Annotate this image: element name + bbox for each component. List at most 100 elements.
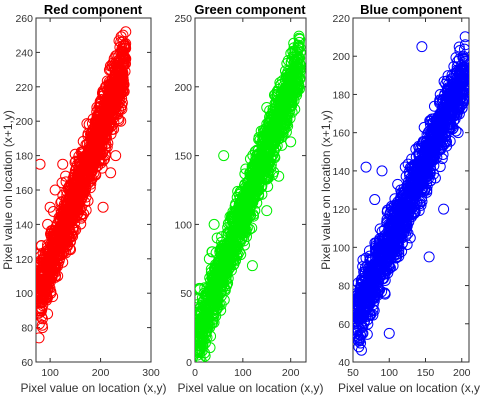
blue-cloud-point	[441, 102, 453, 114]
red-cloud-point	[59, 212, 71, 224]
blue-cloud-point	[368, 276, 380, 288]
red-cloud-point	[47, 206, 59, 218]
blue-cloud-point	[358, 317, 370, 329]
red-cloud-point	[61, 239, 73, 251]
blue-x-axis-label: Pixel value on location (x,y)	[338, 381, 480, 395]
green-cloud-point	[281, 114, 293, 126]
blue-y-tick-label: 60	[338, 319, 350, 331]
red-x-axis-label: Pixel value on location (x,y)	[20, 381, 166, 395]
red-x-tick-label: 200	[92, 367, 110, 379]
green-cloud-point	[288, 64, 300, 76]
red-y-tick-label: 180	[15, 151, 33, 163]
red-cloud-point	[45, 267, 57, 279]
green-cloud-point	[263, 129, 275, 141]
green-y-tick-label: 200	[174, 82, 192, 94]
red-cloud-point	[118, 58, 130, 70]
red-data-point	[105, 167, 117, 179]
green-cloud-point	[286, 92, 298, 104]
green-x-axis-label: Pixel value on location (x,y)	[177, 381, 323, 395]
blue-cloud-point	[372, 251, 384, 263]
green-y-tick-label: 100	[174, 219, 192, 231]
green-cloud-point	[259, 159, 271, 171]
red-cloud-point	[85, 175, 97, 187]
green-cloud-point	[263, 116, 275, 128]
green-x-tick-label: 0	[192, 367, 198, 379]
green-cloud-point	[235, 249, 247, 261]
red-cloud-point	[117, 78, 129, 90]
blue-x-tick-label: 50	[347, 367, 359, 379]
blue-cloud-point	[440, 104, 452, 116]
green-data-point	[261, 205, 273, 217]
blue-cloud-point	[361, 328, 373, 340]
green-cloud-point	[239, 187, 251, 199]
blue-cloud-point	[398, 207, 410, 219]
red-cloud-point	[75, 184, 87, 196]
red-cloud-point	[42, 282, 54, 294]
red-cloud-point	[89, 119, 101, 131]
blue-cloud-point	[379, 287, 391, 299]
green-cloud-point	[264, 143, 276, 155]
red-cloud-point	[36, 277, 48, 289]
blue-cloud-point	[443, 116, 455, 128]
green-cloud-point	[281, 57, 293, 69]
red-cloud-point	[116, 103, 128, 115]
blue-cloud-point	[450, 52, 462, 64]
green-data-point	[246, 260, 258, 272]
blue-cloud-point	[404, 169, 416, 181]
red-cloud-point	[106, 77, 118, 89]
blue-cloud-point	[428, 113, 440, 125]
blue-cloud-point	[442, 70, 454, 82]
red-cloud-point	[36, 303, 48, 315]
red-x-tick-label: 100	[41, 367, 59, 379]
red-y-axis-label: Pixel value on location (x+1,y)	[1, 110, 15, 270]
green-cloud-point	[220, 249, 232, 261]
blue-cloud-point	[428, 100, 440, 112]
red-y-tick-label: 260	[15, 13, 33, 25]
blue-data-point	[360, 161, 372, 173]
red-data-point	[97, 201, 109, 213]
blue-cloud-point	[414, 158, 426, 170]
blue-cloud-point	[413, 205, 425, 217]
red-plot-area	[35, 17, 152, 363]
red-cloud-point	[49, 231, 61, 243]
blue-cloud-point	[457, 61, 469, 73]
red-cloud-point	[60, 198, 72, 210]
red-cloud-point	[56, 177, 68, 189]
blue-scatter-cloud	[353, 31, 469, 356]
green-cloud-point	[232, 248, 244, 260]
blue-cloud-point	[453, 93, 465, 105]
green-cloud-point	[244, 223, 256, 235]
blue-cloud-point	[404, 232, 416, 244]
red-cloud-point	[117, 36, 129, 48]
blue-cloud-point	[447, 78, 459, 90]
green-cloud-point	[264, 128, 276, 140]
green-cloud-point	[282, 108, 294, 120]
red-cloud-point	[89, 141, 101, 153]
green-cloud-point	[201, 326, 213, 338]
blue-cloud-point	[368, 291, 380, 303]
green-y-tick-label: 150	[174, 151, 192, 163]
green-data-point	[218, 150, 230, 162]
blue-cloud-point	[451, 64, 463, 76]
red-cloud-point	[46, 251, 58, 263]
blue-cloud-point	[393, 225, 405, 237]
red-cloud-point	[51, 250, 63, 262]
blue-cloud-point	[428, 116, 440, 128]
green-cloud-point	[206, 246, 218, 258]
blue-cloud-point	[419, 185, 431, 197]
green-cloud-point	[291, 61, 303, 73]
red-x-tick-label: 300	[142, 367, 160, 379]
blue-cloud-point	[381, 243, 393, 255]
green-cloud-point	[200, 309, 212, 321]
green-cloud-point	[230, 198, 242, 210]
red-cloud-point	[61, 204, 73, 216]
blue-cloud-point	[354, 334, 366, 346]
green-scatter-cloud	[195, 30, 306, 362]
blue-cloud-point	[422, 170, 434, 182]
blue-cloud-point	[393, 200, 405, 212]
blue-cloud-point	[374, 236, 386, 248]
red-cloud-point	[98, 131, 110, 143]
blue-cloud-point	[454, 45, 466, 57]
blue-cloud-point	[360, 291, 372, 303]
